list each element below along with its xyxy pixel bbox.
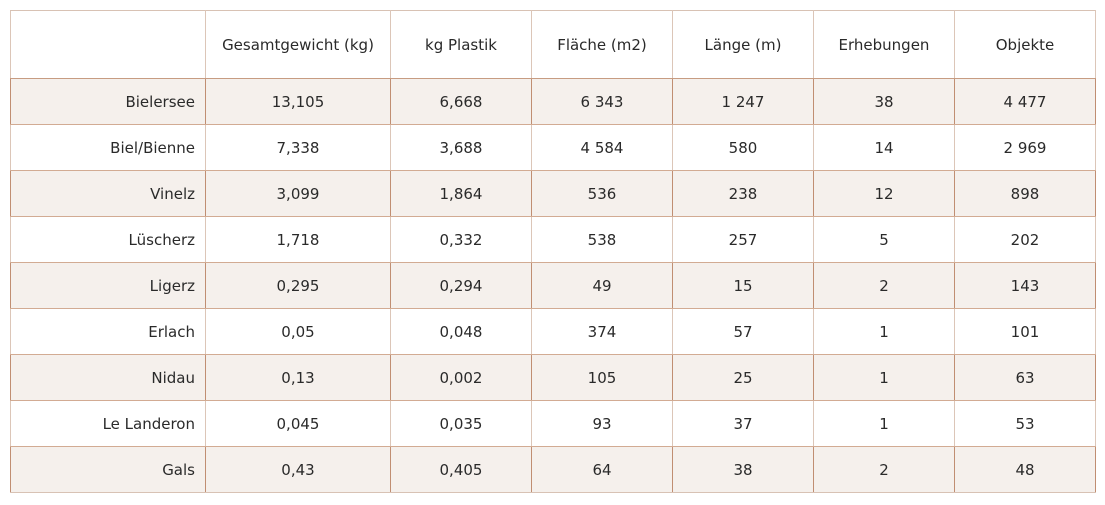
table-row: Nidau 0,13 0,002 105 25 1 63	[10, 354, 1096, 401]
column-header: Objekte	[954, 10, 1096, 79]
value-cell: 2	[813, 262, 955, 309]
value-cell: 5	[813, 216, 955, 263]
value-cell: 2	[813, 446, 955, 493]
value-cell: 3,688	[390, 124, 532, 171]
value-cell: 202	[954, 216, 1096, 263]
value-cell: 3,099	[205, 170, 391, 217]
value-cell: 4 477	[954, 78, 1096, 125]
value-cell: 143	[954, 262, 1096, 309]
value-cell: 25	[672, 354, 814, 401]
value-cell: 15	[672, 262, 814, 309]
value-cell: 0,294	[390, 262, 532, 309]
table-body: Bielersee 13,105 6,668 6 343 1 247 38 4 477 Bie…	[10, 78, 1096, 493]
value-cell: 257	[672, 216, 814, 263]
value-cell: 63	[954, 354, 1096, 401]
value-cell: 898	[954, 170, 1096, 217]
value-cell: 64	[531, 446, 673, 493]
column-header: Erhebungen	[813, 10, 955, 79]
value-cell: 37	[672, 400, 814, 447]
table-row: Gals 0,43 0,405 64 38 2 48	[10, 446, 1096, 493]
column-header: Gesamtgewicht (kg)	[205, 10, 391, 79]
value-cell: 38	[813, 78, 955, 125]
value-cell: 6 343	[531, 78, 673, 125]
value-cell: 538	[531, 216, 673, 263]
value-cell: 580	[672, 124, 814, 171]
value-cell: 53	[954, 400, 1096, 447]
table-row: Vinelz 3,099 1,864 536 238 12 898	[10, 170, 1096, 217]
table-row: Bielersee 13,105 6,668 6 343 1 247 38 4 477	[10, 78, 1096, 125]
row-label-cell: Biel/Bienne	[10, 124, 206, 171]
value-cell: 0,332	[390, 216, 532, 263]
value-cell: 1,864	[390, 170, 532, 217]
value-cell: 57	[672, 308, 814, 355]
header-row: Gesamtgewicht (kg) kg Plastik Fläche (m2) L…	[10, 10, 1096, 79]
row-label-cell: Vinelz	[10, 170, 206, 217]
column-header: kg Plastik	[390, 10, 532, 79]
value-cell: 0,045	[205, 400, 391, 447]
column-header: Länge (m)	[672, 10, 814, 79]
table-row: Biel/Bienne 7,338 3,688 4 584 580 14 2 969	[10, 124, 1096, 171]
value-cell: 7,338	[205, 124, 391, 171]
value-cell: 1,718	[205, 216, 391, 263]
value-cell: 1	[813, 400, 955, 447]
value-cell: 14	[813, 124, 955, 171]
value-cell: 4 584	[531, 124, 673, 171]
value-cell: 1	[813, 308, 955, 355]
row-label-cell: Le Landeron	[10, 400, 206, 447]
value-cell: 12	[813, 170, 955, 217]
value-cell: 101	[954, 308, 1096, 355]
value-cell: 49	[531, 262, 673, 309]
value-cell: 0,405	[390, 446, 532, 493]
value-cell: 13,105	[205, 78, 391, 125]
value-cell: 0,43	[205, 446, 391, 493]
value-cell: 1	[813, 354, 955, 401]
value-cell: 48	[954, 446, 1096, 493]
value-cell: 0,048	[390, 308, 532, 355]
value-cell: 0,002	[390, 354, 532, 401]
row-label-cell: Ligerz	[10, 262, 206, 309]
value-cell: 1 247	[672, 78, 814, 125]
table-row: Ligerz 0,295 0,294 49 15 2 143	[10, 262, 1096, 309]
value-cell: 2 969	[954, 124, 1096, 171]
value-cell: 238	[672, 170, 814, 217]
table-row: Le Landeron 0,045 0,035 93 37 1 53	[10, 400, 1096, 447]
value-cell: 536	[531, 170, 673, 217]
value-cell: 105	[531, 354, 673, 401]
data-table: Gesamtgewicht (kg) kg Plastik Fläche (m2) L…	[10, 10, 1096, 493]
value-cell: 6,668	[390, 78, 532, 125]
value-cell: 38	[672, 446, 814, 493]
row-label-cell: Bielersee	[10, 78, 206, 125]
table-row: Lüscherz 1,718 0,332 538 257 5 202	[10, 216, 1096, 263]
column-header-empty	[10, 10, 206, 79]
value-cell: 0,035	[390, 400, 532, 447]
value-cell: 0,13	[205, 354, 391, 401]
table-header: Gesamtgewicht (kg) kg Plastik Fläche (m2) L…	[10, 10, 1096, 79]
column-header: Fläche (m2)	[531, 10, 673, 79]
value-cell: 93	[531, 400, 673, 447]
row-label-cell: Nidau	[10, 354, 206, 401]
value-cell: 374	[531, 308, 673, 355]
value-cell: 0,295	[205, 262, 391, 309]
row-label-cell: Lüscherz	[10, 216, 206, 263]
value-cell: 0,05	[205, 308, 391, 355]
row-label-cell: Erlach	[10, 308, 206, 355]
row-label-cell: Gals	[10, 446, 206, 493]
table-row: Erlach 0,05 0,048 374 57 1 101	[10, 308, 1096, 355]
